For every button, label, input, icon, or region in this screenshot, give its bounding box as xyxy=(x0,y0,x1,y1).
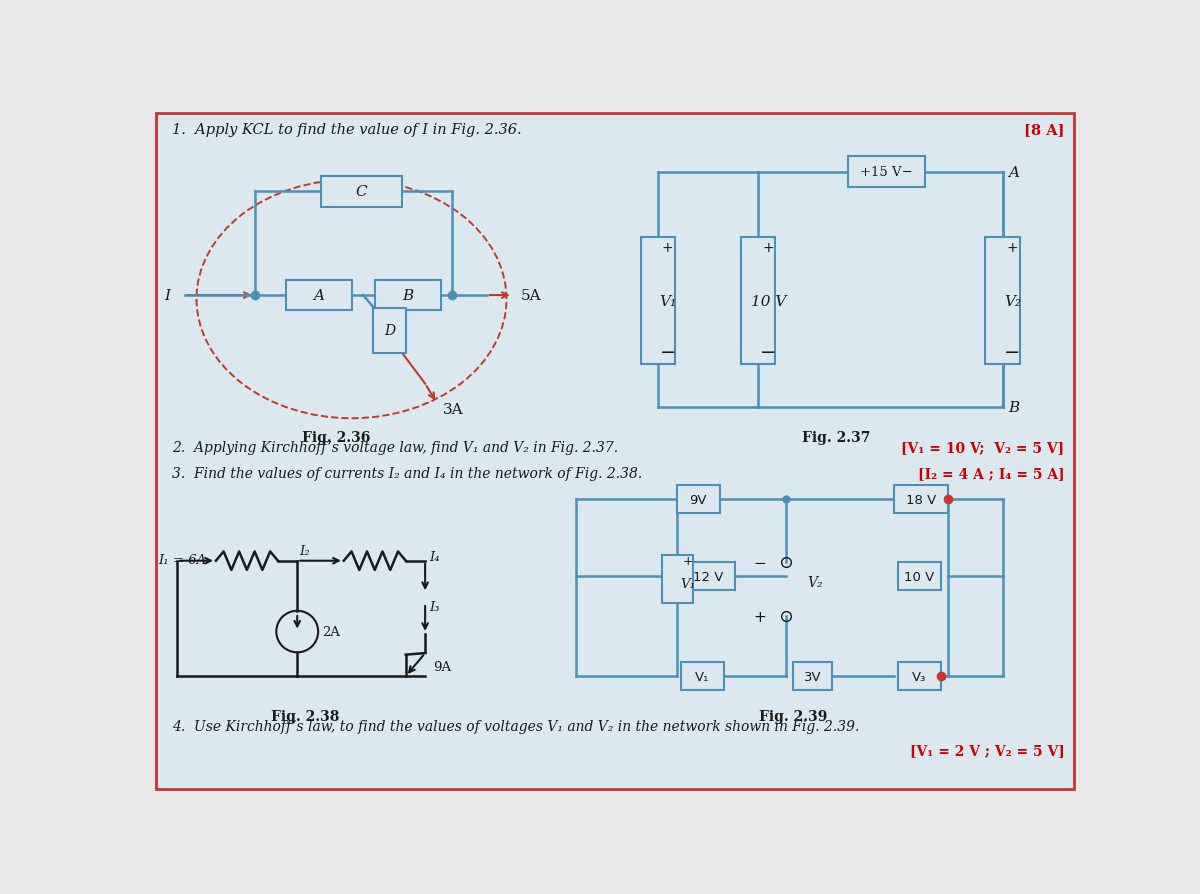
FancyBboxPatch shape xyxy=(374,281,440,311)
Text: D: D xyxy=(384,325,395,338)
Text: −: − xyxy=(761,342,776,361)
Text: 3.  Find the values of currents I₂ and I₄ in the network of Fig. 2.38.: 3. Find the values of currents I₂ and I₄… xyxy=(172,467,642,480)
FancyBboxPatch shape xyxy=(898,662,941,690)
Text: −: − xyxy=(1004,342,1021,361)
Text: I: I xyxy=(164,289,170,303)
Text: 3A: 3A xyxy=(443,402,463,417)
Text: 3V: 3V xyxy=(804,670,822,683)
Text: +: + xyxy=(1007,241,1019,255)
Text: [V₁ = 10 V;  V₂ = 5 V]: [V₁ = 10 V; V₂ = 5 V] xyxy=(901,441,1064,454)
Text: +15 V−: +15 V− xyxy=(860,166,913,179)
Text: B: B xyxy=(1008,401,1019,414)
Text: 5A: 5A xyxy=(521,289,541,303)
Text: A: A xyxy=(313,289,324,303)
Text: +: + xyxy=(754,609,766,624)
Text: V₃: V₃ xyxy=(912,670,926,683)
FancyBboxPatch shape xyxy=(680,562,736,590)
FancyBboxPatch shape xyxy=(793,662,832,690)
Text: +: + xyxy=(763,241,774,255)
Text: V₁: V₁ xyxy=(680,578,695,591)
FancyBboxPatch shape xyxy=(894,485,948,513)
Text: V₁: V₁ xyxy=(695,670,709,683)
Text: I₄: I₄ xyxy=(430,551,439,564)
Text: 10 V: 10 V xyxy=(904,570,935,583)
Text: I₁ = 6A: I₁ = 6A xyxy=(157,553,206,566)
Text: [V₁ = 2 V ; V₂ = 5 V]: [V₁ = 2 V ; V₂ = 5 V] xyxy=(910,743,1064,757)
FancyBboxPatch shape xyxy=(156,114,1074,789)
Text: 9V: 9V xyxy=(690,493,707,506)
Text: C: C xyxy=(355,185,367,198)
Text: 2A: 2A xyxy=(322,625,340,638)
Text: V₂: V₂ xyxy=(1004,294,1021,308)
Text: Fig. 2.37: Fig. 2.37 xyxy=(802,430,870,444)
Text: 4.  Use Kirchhoff’s law, to find the values of voltages V₁ and V₂ in the network: 4. Use Kirchhoff’s law, to find the valu… xyxy=(172,719,859,733)
Text: B: B xyxy=(402,289,413,303)
Text: I₂: I₂ xyxy=(299,544,310,558)
Text: 1.  Apply KCL to find the value of I in Fig. 2.36.: 1. Apply KCL to find the value of I in F… xyxy=(172,122,521,137)
FancyBboxPatch shape xyxy=(641,238,674,365)
Text: 18 V: 18 V xyxy=(906,493,936,506)
FancyBboxPatch shape xyxy=(898,562,941,590)
Text: 12 V: 12 V xyxy=(692,570,724,583)
Text: 10 V: 10 V xyxy=(751,294,786,308)
FancyBboxPatch shape xyxy=(373,308,406,353)
FancyBboxPatch shape xyxy=(677,485,720,513)
Text: 9A: 9A xyxy=(433,661,451,674)
Text: Fig. 2.39: Fig. 2.39 xyxy=(760,710,828,723)
FancyBboxPatch shape xyxy=(286,281,352,311)
Text: 2.  Applying Kirchhoff’s voltage law, find V₁ and V₂ in Fig. 2.37.: 2. Applying Kirchhoff’s voltage law, fin… xyxy=(172,441,618,454)
Text: Fig. 2.38: Fig. 2.38 xyxy=(271,710,340,723)
Text: +: + xyxy=(683,554,694,568)
Text: −: − xyxy=(660,342,676,361)
Text: I₃: I₃ xyxy=(430,601,439,613)
Text: −: − xyxy=(754,555,766,570)
FancyBboxPatch shape xyxy=(847,157,925,188)
FancyBboxPatch shape xyxy=(661,555,692,603)
FancyBboxPatch shape xyxy=(680,662,724,690)
Text: Fig. 2.36: Fig. 2.36 xyxy=(302,430,370,444)
FancyBboxPatch shape xyxy=(320,176,402,207)
Text: [I₂ = 4 A ; I₄ = 5 A]: [I₂ = 4 A ; I₄ = 5 A] xyxy=(918,467,1064,480)
Text: +: + xyxy=(662,241,673,255)
FancyBboxPatch shape xyxy=(985,238,1020,365)
Text: A: A xyxy=(1008,165,1019,180)
FancyBboxPatch shape xyxy=(742,238,775,365)
Text: V₂: V₂ xyxy=(808,576,823,590)
Text: [8 A]: [8 A] xyxy=(1024,122,1064,137)
Text: V₁: V₁ xyxy=(659,294,677,308)
